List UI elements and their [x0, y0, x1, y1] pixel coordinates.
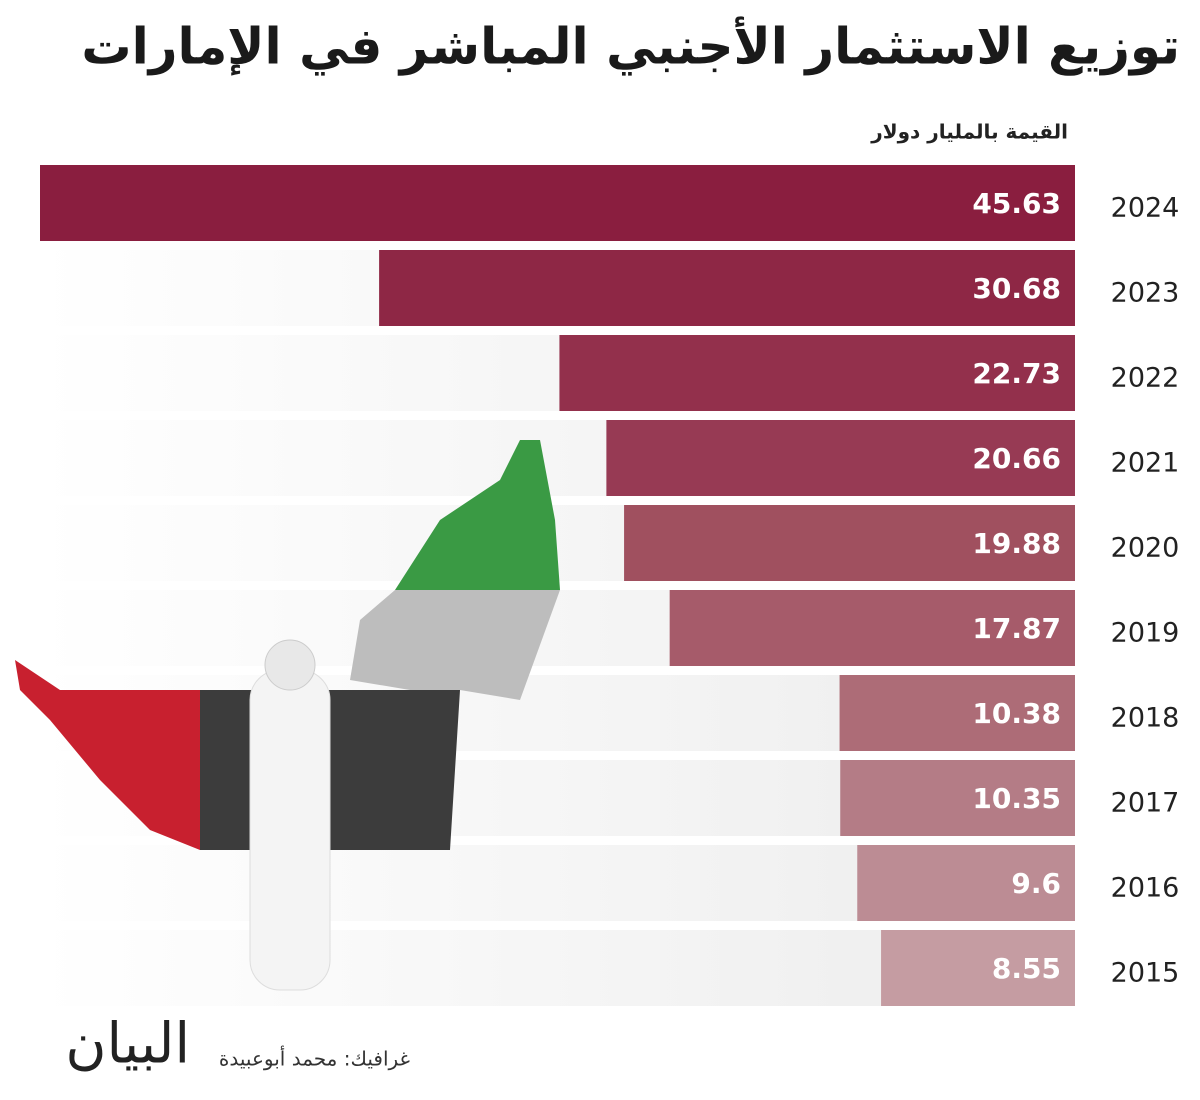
- value-label: 10.38: [972, 697, 1061, 730]
- value-label: 10.35: [972, 782, 1061, 815]
- y-tick-label: 2021: [1111, 448, 1180, 479]
- value-label: 20.66: [972, 442, 1061, 475]
- chart-subtitle: القيمة بالمليار دولار: [870, 120, 1068, 144]
- bar: [669, 590, 1075, 666]
- bar: [40, 165, 1075, 241]
- bar: [881, 930, 1075, 1006]
- bar: [379, 250, 1076, 326]
- map-green: [395, 440, 560, 590]
- value-label: 45.63: [972, 187, 1061, 220]
- value-label: 17.87: [972, 612, 1061, 645]
- bar: [840, 760, 1075, 836]
- value-label: 22.73: [972, 357, 1061, 390]
- y-tick-label: 2017: [1111, 788, 1180, 819]
- illustration: [15, 440, 560, 991]
- y-tick-label: 2015: [1111, 958, 1180, 989]
- y-tick-label: 2022: [1111, 363, 1180, 394]
- value-label: 9.6: [1011, 867, 1061, 900]
- logo: البيان: [65, 1012, 190, 1077]
- bar: [624, 505, 1075, 581]
- bar: [839, 675, 1075, 751]
- value-label: 30.68: [972, 272, 1061, 305]
- map-red: [15, 660, 200, 850]
- bar: [606, 420, 1075, 496]
- figure-head: [264, 639, 316, 691]
- figure: [249, 669, 331, 991]
- bar: [857, 845, 1075, 921]
- bar: [559, 335, 1075, 411]
- y-tick-label: 2018: [1111, 703, 1180, 734]
- map-white: [350, 590, 560, 700]
- value-label: 19.88: [972, 527, 1061, 560]
- y-tick-label: 2020: [1111, 533, 1180, 564]
- credit: غرافيك: محمد أبوعبيدة: [219, 1046, 410, 1071]
- y-tick-label: 2023: [1111, 278, 1180, 309]
- chart-title: توزيع الاستثمار الأجنبي المباشر في الإما…: [81, 16, 1180, 77]
- y-tick-label: 2024: [1111, 193, 1180, 224]
- y-tick-label: 2019: [1111, 618, 1180, 649]
- y-tick-label: 2016: [1111, 873, 1180, 904]
- value-label: 8.55: [992, 952, 1061, 985]
